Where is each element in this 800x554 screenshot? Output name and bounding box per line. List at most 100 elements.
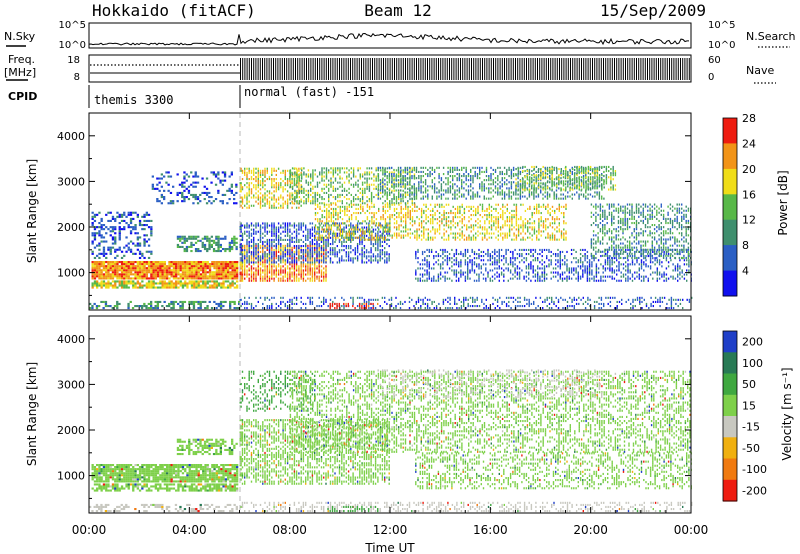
range-time-cell	[398, 228, 400, 231]
range-time-cell	[350, 202, 352, 205]
range-time-cell	[202, 280, 205, 283]
range-time-cell	[157, 271, 160, 274]
range-time-cell	[316, 200, 319, 203]
range-time-cell	[259, 202, 262, 205]
range-time-cell	[314, 230, 316, 233]
range-time-cell	[147, 302, 150, 305]
range-time-cell	[159, 273, 162, 276]
range-time-cell	[386, 222, 388, 225]
range-time-cell	[246, 244, 248, 247]
range-time-cell	[506, 234, 508, 237]
range-time-cell	[377, 238, 379, 241]
range-time-cell	[253, 238, 255, 241]
range-time-cell	[161, 267, 164, 270]
range-time-cell	[284, 226, 286, 229]
range-time-cell	[356, 222, 359, 225]
range-time-cell	[373, 175, 375, 178]
range-time-cell	[266, 167, 268, 170]
range-time-cell	[295, 232, 298, 235]
range-time-cell	[123, 267, 126, 270]
range-time-cell	[481, 236, 484, 239]
range-time-cell	[125, 277, 128, 280]
range-time-cell	[484, 220, 486, 223]
range-time-cell	[114, 232, 117, 235]
range-time-cell	[320, 265, 323, 268]
range-time-cell	[257, 271, 259, 274]
range-time-cell	[300, 267, 302, 270]
range-time-cell	[248, 240, 250, 243]
range-time-cell	[443, 232, 445, 235]
range-time-cell	[345, 234, 347, 237]
range-time-cell	[161, 273, 164, 276]
range-time-cell	[277, 238, 280, 241]
range-time-cell	[123, 271, 126, 274]
range-time-cell	[289, 222, 291, 225]
range-time-cell	[151, 187, 154, 190]
range-time-cell	[329, 247, 332, 250]
nsky-trace	[88, 32, 689, 46]
range-time-cell	[145, 250, 148, 253]
range-time-cell	[98, 242, 101, 245]
range-time-cell	[454, 236, 457, 239]
range-time-cell	[416, 236, 418, 239]
range-time-cell	[181, 241, 184, 244]
range-time-cell	[289, 180, 291, 183]
range-time-cell	[221, 179, 224, 182]
range-time-cell	[380, 191, 382, 194]
range-time-cell	[215, 261, 218, 264]
range-time-cell	[204, 273, 207, 276]
range-time-cell	[188, 275, 191, 278]
range-time-cell	[118, 215, 121, 218]
range-time-cell	[107, 275, 110, 278]
range-time-cell	[193, 269, 196, 272]
range-time-cell	[400, 230, 402, 233]
range-time-cell	[368, 220, 371, 223]
range-time-cell	[273, 198, 275, 201]
range-time-cell	[255, 243, 257, 246]
range-time-cell	[102, 267, 106, 270]
range-time-cell	[282, 275, 284, 278]
range-time-cell	[508, 216, 511, 219]
range-time-cell	[318, 248, 320, 251]
range-time-cell	[411, 209, 414, 212]
range-time-cell	[105, 213, 108, 216]
range-time-cell	[472, 228, 475, 231]
range-time-cell	[375, 167, 377, 170]
range-time-cell	[361, 189, 364, 192]
range-time-cell	[348, 220, 350, 223]
range-time-cell	[520, 232, 522, 235]
range-time-cell	[382, 195, 384, 198]
range-time-cell	[105, 252, 108, 255]
range-time-cell	[123, 273, 126, 276]
range-time-cell	[325, 238, 327, 241]
range-time-cell	[177, 271, 180, 274]
range-time-cell	[389, 222, 391, 225]
range-time-cell	[262, 275, 264, 278]
range-time-cell	[96, 275, 99, 278]
range-time-cell	[188, 277, 191, 280]
range-time-cell	[231, 300, 234, 303]
range-time-cell	[184, 273, 187, 276]
range-time-cell	[335, 224, 337, 227]
range-time-cell	[314, 236, 316, 239]
range-time-cell	[339, 200, 341, 203]
range-time-cell	[246, 226, 248, 229]
range-time-cell	[277, 182, 280, 185]
range-time-cell	[147, 213, 151, 216]
range-time-cell	[202, 267, 205, 270]
range-time-cell	[215, 302, 218, 305]
range-time-cell	[330, 220, 332, 223]
range-time-cell	[312, 169, 314, 172]
range-time-cell	[352, 167, 355, 170]
range-time-cell	[445, 222, 448, 225]
range-time-cell	[129, 280, 133, 283]
range-time-cell	[339, 230, 341, 233]
range-time-cell	[346, 171, 348, 174]
range-time-cell	[266, 271, 268, 274]
range-time-cell	[361, 255, 363, 258]
range-time-cell	[538, 238, 540, 241]
range-time-cell	[366, 238, 369, 241]
range-time-cell	[262, 259, 264, 262]
range-time-cell	[100, 273, 103, 276]
range-time-cell	[354, 253, 356, 256]
